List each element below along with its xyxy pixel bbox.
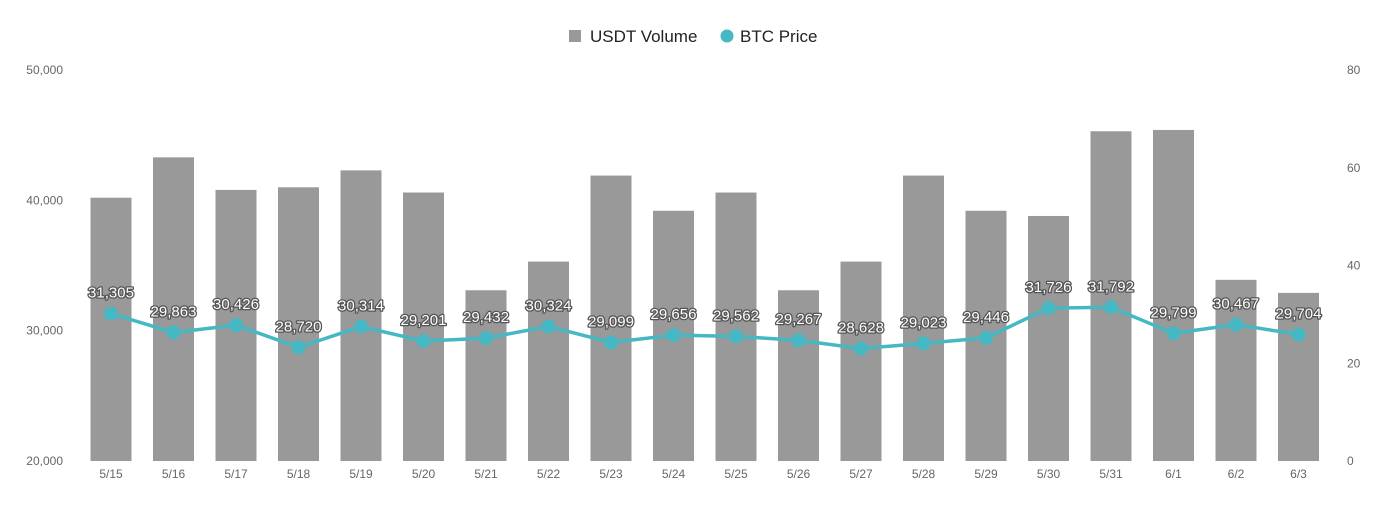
- btc-price-data-label: 29,432: [463, 309, 509, 326]
- btc-price-data-label: 31,726: [1026, 279, 1072, 296]
- y-right-tick-label: 40: [1347, 259, 1361, 273]
- btc-price-point: [916, 336, 931, 351]
- x-tick-label: 5/27: [849, 467, 873, 481]
- bar-5-22: [528, 261, 569, 461]
- btc-price-point: [291, 340, 306, 355]
- y-left-tick-label: 40,000: [26, 193, 63, 207]
- btc-price-data-label: 30,324: [526, 297, 572, 314]
- btc-price-data-label: 29,863: [151, 303, 197, 320]
- btc-price-point: [229, 318, 243, 333]
- btc-price-point: [1229, 317, 1243, 332]
- x-tick-label: 5/26: [787, 467, 811, 481]
- y-left-axis: 20,000 30,000 40,000 50,000: [26, 63, 63, 468]
- btc-price-data-label: 28,720: [276, 318, 322, 335]
- btc-price-data-label: 31,305: [88, 285, 134, 302]
- btc-price-data-label: 29,799: [1151, 304, 1197, 321]
- legend-swatch-usdt-volume: [569, 30, 581, 42]
- btc-price-line: [110, 305, 1299, 351]
- x-tick-label: 5/29: [974, 467, 998, 481]
- btc-price-point: [1041, 301, 1056, 316]
- btc-price-point: [104, 306, 118, 321]
- btc-price-data-label: 28,628: [838, 320, 884, 337]
- y-left-tick-label: 20,000: [26, 454, 63, 468]
- bar-5-23: [590, 175, 632, 461]
- btc-price-data-label: 30,314: [338, 298, 384, 315]
- x-tick-label: 6/3: [1290, 467, 1307, 481]
- btc-price-point: [166, 325, 181, 340]
- bar-5-19: [340, 170, 382, 461]
- btc-price-data-label: 31,792: [1088, 278, 1134, 295]
- bar-5-18: [278, 187, 319, 462]
- btc-price-data-label: 29,023: [901, 314, 947, 331]
- x-tick-label: 6/2: [1228, 467, 1245, 481]
- y-left-tick-label: 50,000: [26, 63, 63, 77]
- x-tick-label: 5/16: [162, 467, 186, 481]
- btc-price-data-label: 30,426: [213, 296, 259, 313]
- x-tick-label: 5/30: [1037, 467, 1061, 481]
- btc-price-data-label: 29,656: [651, 306, 697, 323]
- data-labels-btc-price: 31,305 29,863 30,426 28,720 30,314 29,201 29,4…: [87, 277, 1323, 338]
- x-tick-label: 5/21: [474, 467, 498, 481]
- bar-5-20: [403, 192, 444, 461]
- btc-price-point: [729, 329, 743, 344]
- y-right-axis: 0 20 40 60 80: [1347, 63, 1361, 468]
- btc-price-data-label: 29,267: [776, 311, 822, 328]
- x-tick-label: 5/24: [662, 467, 686, 481]
- y-left-tick-label: 30,000: [26, 324, 63, 338]
- btc-price-data-label: 30,467: [1213, 296, 1259, 313]
- bar-6-2: [1215, 279, 1257, 461]
- x-tick-label: 5/18: [287, 467, 311, 481]
- y-right-tick-label: 60: [1347, 161, 1361, 175]
- legend-label-btc-price: BTC Price: [740, 27, 817, 46]
- btc-price-point: [354, 319, 368, 334]
- btc-price-point: [791, 333, 806, 348]
- x-tick-label: 6/1: [1165, 467, 1182, 481]
- line-series-btc-price: [104, 300, 1306, 356]
- bar-5-28: [903, 175, 944, 461]
- bar-6-1: [1153, 129, 1194, 461]
- btc-price-point: [979, 330, 993, 345]
- bar-series-usdt-volume: [90, 129, 1319, 462]
- bar-5-16: [153, 157, 194, 461]
- x-tick-label: 5/31: [1099, 467, 1123, 481]
- legend-swatch-btc-price: [720, 29, 734, 43]
- x-tick-label: 5/19: [349, 467, 373, 481]
- x-tick-label: 5/25: [724, 467, 748, 481]
- bar-5-26: [778, 290, 819, 461]
- btc-price-point: [1104, 300, 1118, 315]
- bar-5-15: [90, 197, 132, 461]
- btc-price-point: [541, 319, 556, 334]
- y-right-tick-label: 80: [1347, 63, 1361, 77]
- x-tick-label: 5/28: [912, 467, 936, 481]
- btc-price-point: [416, 334, 431, 349]
- bar-5-30: [1028, 215, 1069, 461]
- y-right-tick-label: 0: [1347, 454, 1354, 468]
- bar-5-21: [465, 290, 507, 461]
- bar-5-27: [840, 261, 882, 461]
- x-tick-label: 5/17: [224, 467, 248, 481]
- btc-price-data-label: 29,201: [401, 312, 447, 329]
- bar-5-25: [715, 192, 757, 461]
- btc-price-data-label: 29,099: [588, 313, 634, 330]
- btc-price-point: [1291, 327, 1306, 342]
- x-tick-label: 5/15: [99, 467, 123, 481]
- x-axis: 5/15 5/16 5/17 5/18 5/19 5/20 5/21 5/22 5/23 5/24…: [99, 467, 1307, 481]
- btc-price-point: [854, 341, 868, 356]
- bar-5-31: [1090, 131, 1132, 462]
- btc-price-point: [604, 335, 618, 350]
- btc-price-data-label: 29,562: [713, 307, 759, 324]
- x-tick-label: 5/20: [412, 467, 436, 481]
- legend: USDT Volume BTC Price: [569, 27, 817, 46]
- x-tick-label: 5/22: [537, 467, 561, 481]
- btc-price-point: [479, 331, 493, 346]
- x-tick-label: 5/23: [599, 467, 623, 481]
- y-right-tick-label: 20: [1347, 356, 1361, 370]
- btc-price-data-label: 29,446: [963, 309, 1009, 326]
- btc-price-point: [666, 328, 681, 343]
- btc-price-data-label: 29,704: [1276, 306, 1322, 323]
- legend-label-usdt-volume: USDT Volume: [590, 27, 697, 46]
- bar-6-3: [1278, 292, 1319, 461]
- btc-price-point: [1166, 326, 1181, 341]
